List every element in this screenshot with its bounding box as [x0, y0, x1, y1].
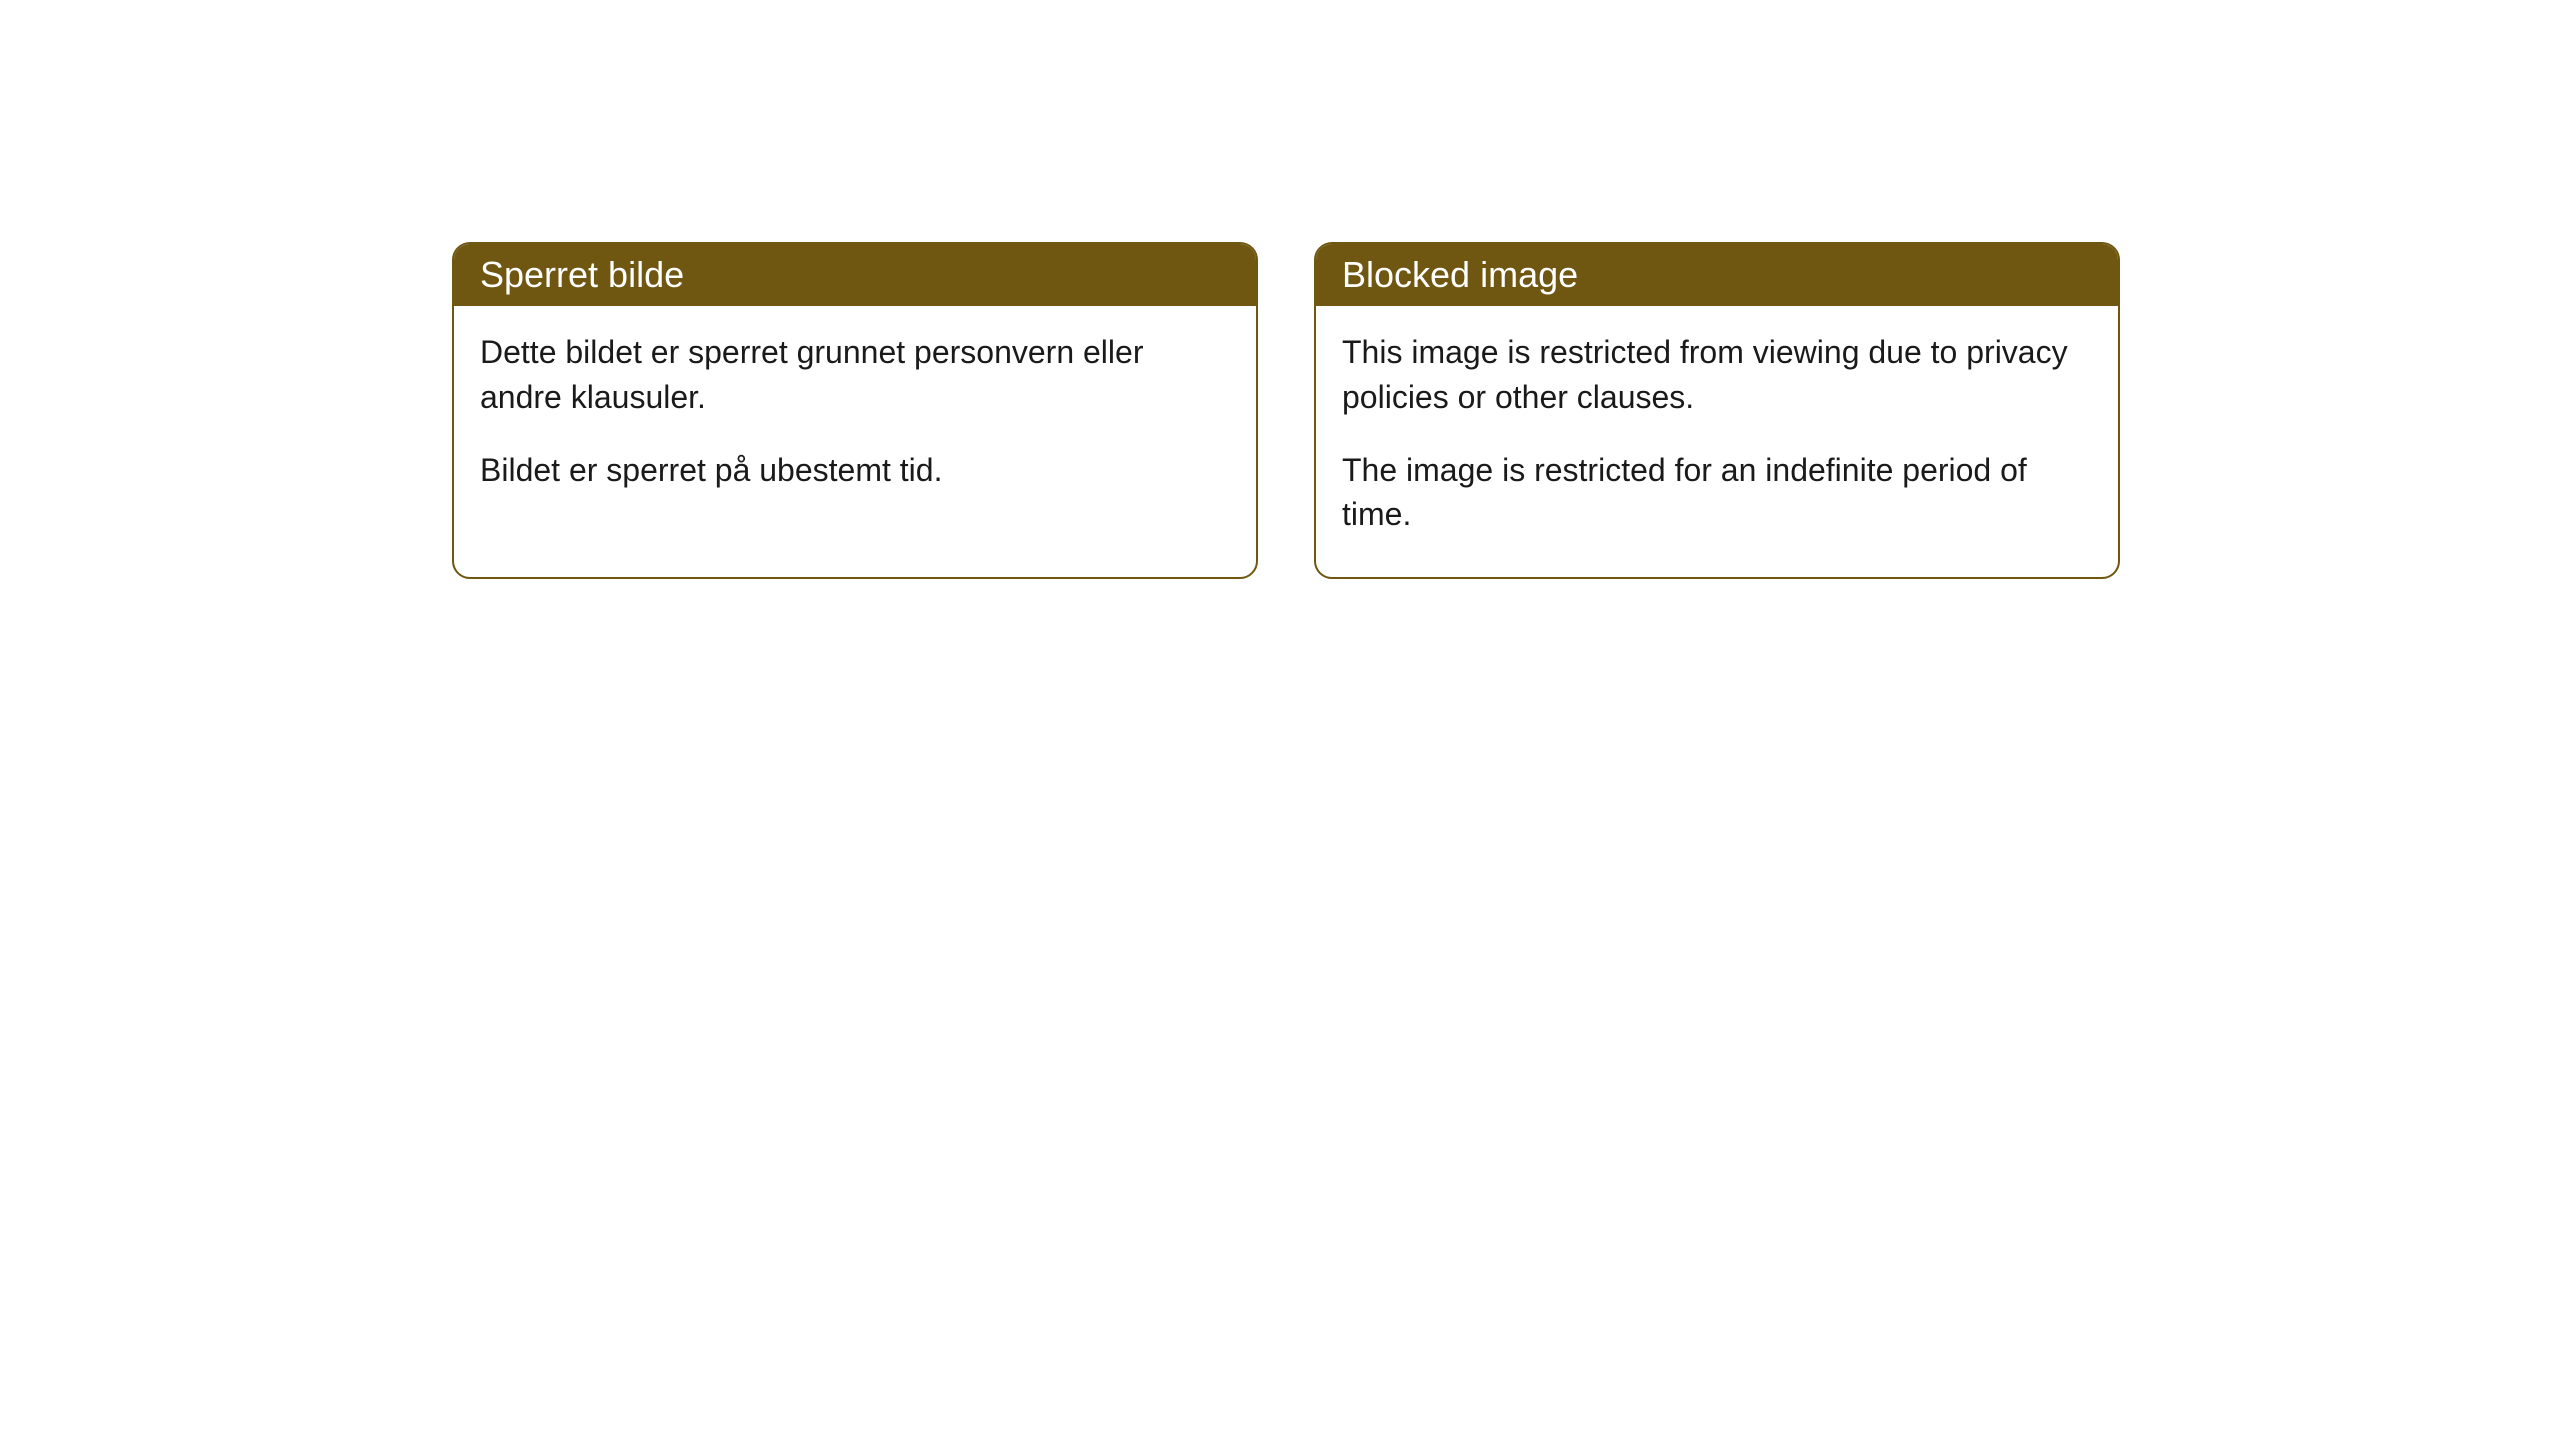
notice-paragraph: This image is restricted from viewing du…: [1342, 330, 2092, 420]
notice-container: Sperret bilde Dette bildet er sperret gr…: [452, 242, 2120, 579]
notice-paragraph: Bildet er sperret på ubestemt tid.: [480, 448, 1230, 493]
notice-title: Sperret bilde: [480, 254, 684, 295]
notice-title: Blocked image: [1342, 254, 1578, 295]
notice-paragraph: Dette bildet er sperret grunnet personve…: [480, 330, 1230, 420]
notice-body-english: This image is restricted from viewing du…: [1316, 306, 2118, 577]
notice-header-norwegian: Sperret bilde: [454, 244, 1256, 306]
notice-card-english: Blocked image This image is restricted f…: [1314, 242, 2120, 579]
notice-paragraph: The image is restricted for an indefinit…: [1342, 448, 2092, 538]
notice-body-norwegian: Dette bildet er sperret grunnet personve…: [454, 306, 1256, 532]
notice-card-norwegian: Sperret bilde Dette bildet er sperret gr…: [452, 242, 1258, 579]
notice-header-english: Blocked image: [1316, 244, 2118, 306]
